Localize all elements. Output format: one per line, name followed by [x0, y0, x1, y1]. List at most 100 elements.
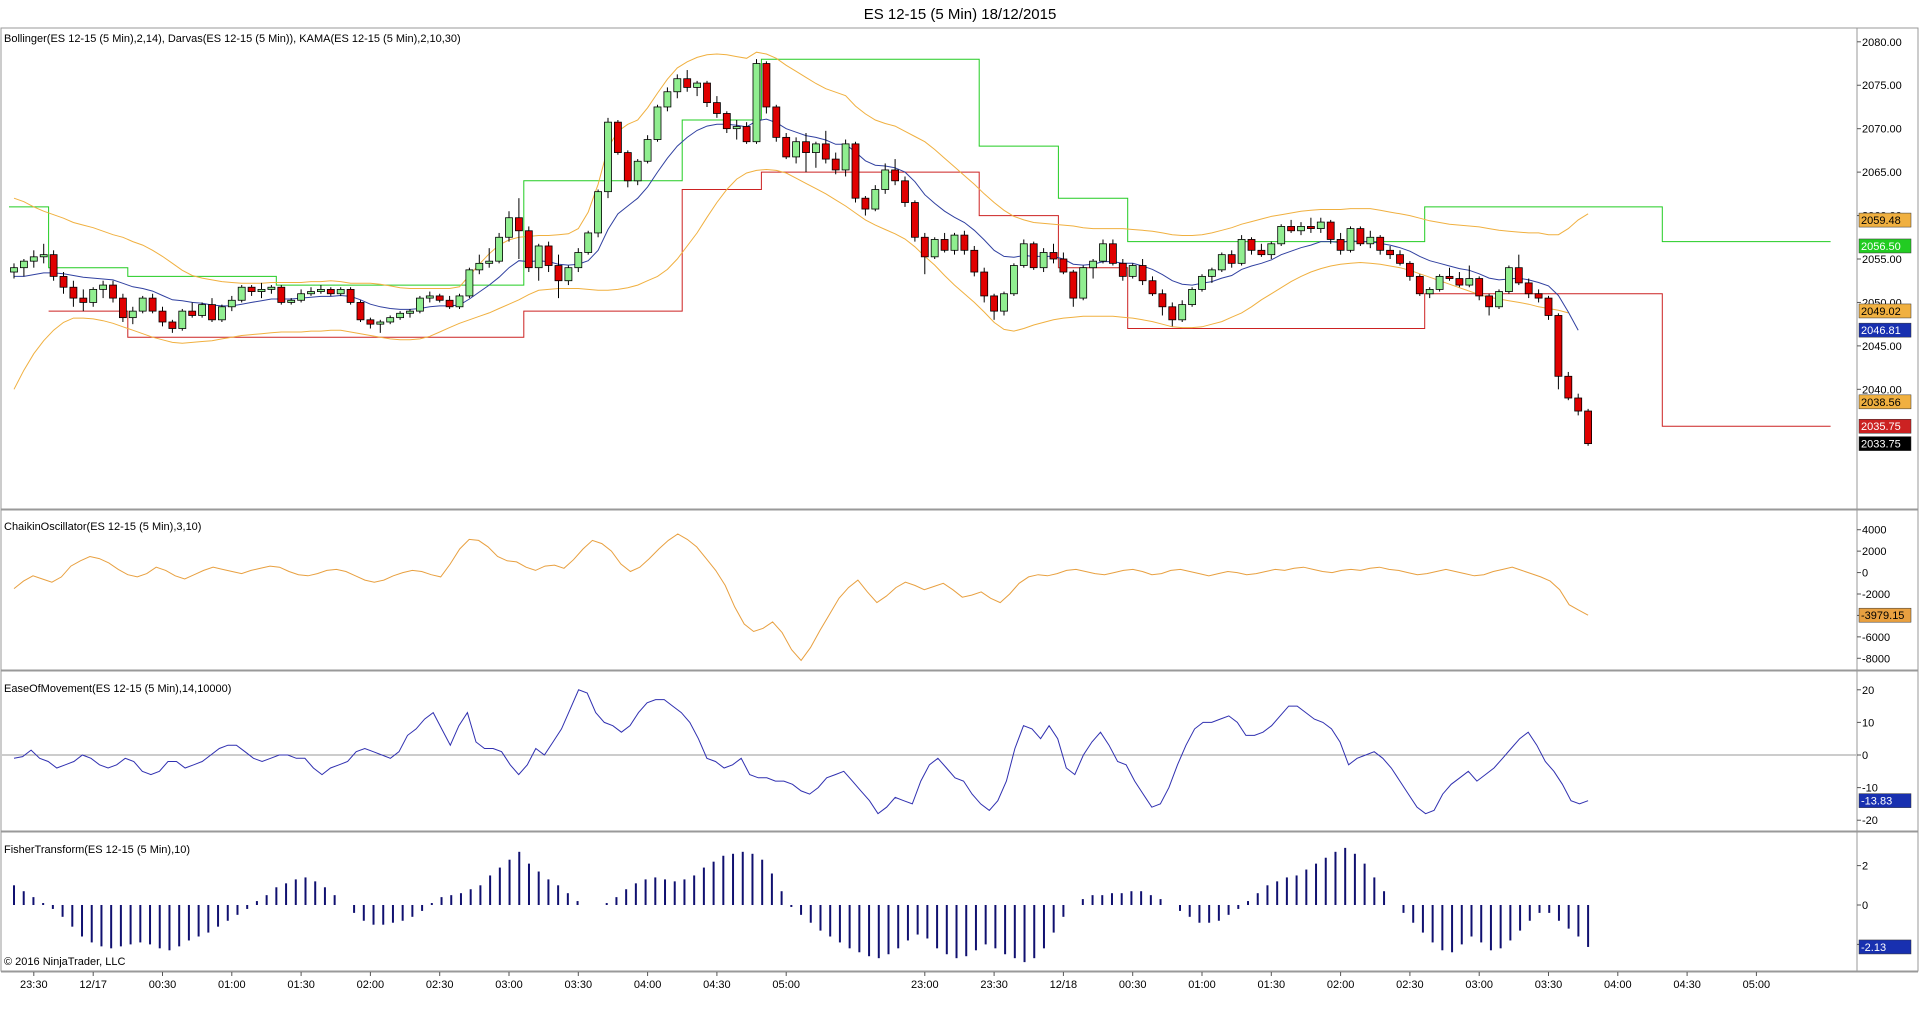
candle: [89, 287, 98, 307]
candle-body: [1514, 267, 1523, 284]
fisher-last-badge-bg: [1858, 939, 1912, 955]
chaikin-axis-tick-label: 0: [1862, 568, 1868, 580]
candle-body: [643, 139, 652, 162]
candle: [1445, 267, 1454, 281]
candle: [584, 230, 593, 255]
candle: [564, 265, 573, 286]
candle-body: [386, 317, 395, 323]
candle: [307, 287, 315, 296]
candle-body: [99, 284, 107, 290]
candle-body: [614, 121, 622, 153]
candle-body: [297, 293, 306, 301]
candle-body: [1524, 282, 1533, 295]
candle: [683, 70, 692, 92]
price-badge: 2049.02: [1861, 306, 1901, 318]
candle: [831, 152, 840, 175]
candle-body: [1039, 252, 1048, 269]
candle: [1584, 408, 1592, 446]
candle-body: [1138, 265, 1147, 282]
candle: [1208, 267, 1216, 283]
price-badge: 2033.75: [1861, 439, 1901, 451]
time-tick-label: 04:30: [703, 979, 731, 991]
eom-axis-tick-label: 10: [1862, 717, 1874, 729]
price-panel-frame[interactable]: [0, 27, 1919, 510]
price-axis-tick-label: 2055.00: [1862, 254, 1902, 266]
fisher-panel-frame[interactable]: [0, 831, 1919, 972]
candle-body: [821, 143, 830, 160]
candle-body: [1118, 262, 1127, 277]
candle: [1366, 230, 1375, 249]
candle-body: [1336, 239, 1345, 251]
candle: [1475, 276, 1484, 301]
candle-body: [485, 260, 494, 264]
candle-body: [960, 234, 969, 251]
price-axis-tick-label: 2040.00: [1862, 384, 1902, 396]
eom-panel-frame[interactable]: [0, 670, 1919, 832]
candle-body: [435, 295, 444, 301]
candle-body: [1128, 265, 1137, 277]
chaikin-panel-frame[interactable]: [0, 509, 1919, 671]
candle-body: [564, 267, 573, 282]
candle: [415, 295, 424, 314]
candle-body: [1386, 249, 1394, 256]
candle-body: [1010, 265, 1018, 295]
time-tick-label: 01:00: [1188, 979, 1216, 991]
eom-axis-tick-label: 20: [1862, 685, 1874, 697]
candle: [871, 185, 880, 212]
candle-body: [1346, 228, 1355, 251]
bollinger-upper-line: [13, 51, 1589, 289]
candle-body: [881, 169, 890, 190]
candle: [1514, 254, 1523, 286]
candle-body: [594, 191, 602, 234]
candle-body: [307, 291, 315, 295]
time-tick-label: 03:00: [495, 979, 523, 991]
candle: [693, 80, 701, 97]
candle-body: [475, 262, 484, 271]
price-axis-tick-label: 2075.00: [1862, 80, 1902, 92]
candle: [633, 159, 642, 186]
candle-body: [366, 319, 375, 325]
candle-body: [752, 63, 761, 143]
price-axis-tick-label: 2045.00: [1862, 341, 1902, 353]
candle-body: [831, 158, 840, 171]
candle-body: [1019, 243, 1028, 266]
price-badge: 2056.50: [1861, 241, 1901, 253]
candle-body: [1237, 239, 1246, 264]
candle-body: [1158, 293, 1167, 308]
candle-body: [406, 310, 414, 314]
time-tick-label: 02:00: [1327, 979, 1355, 991]
candle: [901, 176, 909, 207]
candle-body: [772, 106, 781, 138]
candle: [1495, 289, 1503, 309]
candle-body: [544, 245, 553, 266]
candle-body: [1455, 278, 1464, 286]
candle-body: [1168, 306, 1177, 321]
candle: [841, 139, 850, 177]
candle-body: [623, 152, 632, 182]
candle-body: [1217, 254, 1226, 271]
candle: [316, 285, 325, 294]
panel-frames: [0, 27, 1919, 973]
candle: [821, 130, 830, 164]
candle: [1118, 259, 1127, 281]
candle-body: [930, 239, 939, 258]
candle-body: [1059, 258, 1068, 273]
candle: [1019, 239, 1028, 268]
candle: [376, 319, 385, 333]
candle: [1089, 259, 1097, 279]
candle: [1544, 295, 1553, 320]
candle: [614, 119, 622, 155]
candle: [227, 295, 236, 312]
candle-body: [29, 256, 38, 262]
candle: [851, 141, 860, 203]
darvas-bottom-line: [48, 171, 1831, 427]
price-axis-tick-label: 2080.00: [1862, 37, 1902, 49]
candle-body: [198, 304, 207, 316]
time-tick-label: 01:30: [1258, 979, 1286, 991]
candle: [1316, 217, 1325, 233]
candle: [217, 304, 226, 322]
candle: [792, 137, 800, 164]
candle: [643, 135, 652, 164]
candle-body: [1277, 226, 1286, 245]
